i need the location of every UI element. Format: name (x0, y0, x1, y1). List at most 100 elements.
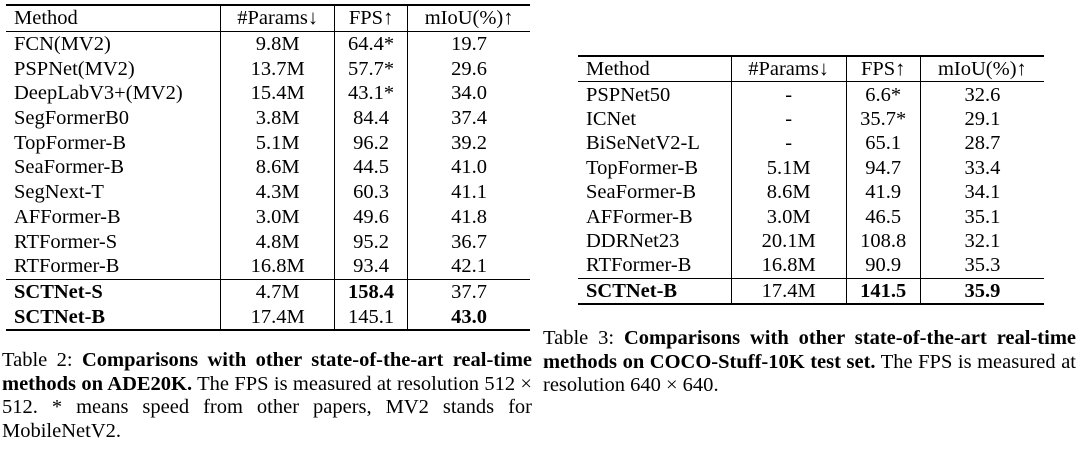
table-row: RTFormer-S 4.8M 95.2 36.7 (6, 229, 530, 254)
caption-resolution: 640 × 640 (630, 374, 714, 396)
fps-cell: 108.8 (845, 228, 921, 254)
table-row: SCTNet-S 4.7M 158.4 37.7 (6, 278, 530, 305)
miou-cell: 41.1 (407, 179, 530, 205)
params-cell: - (730, 106, 847, 132)
method-cell: RTFormer-B (586, 254, 692, 277)
method-cell: TopFormer-B (586, 156, 699, 179)
header-miou: mIoU(%)↑ (407, 5, 530, 32)
caption-title: Comparisons with other state-of-the-art … (543, 327, 1076, 373)
header-miou: mIoU(%)↑ (919, 56, 1044, 83)
method-cell: SCTNet-B (578, 277, 732, 304)
table-row: TopFormer-B 5.1M 96.2 39.2 (6, 130, 530, 156)
caption-resolution: 512 × 512 (2, 372, 532, 419)
miou-cell: 19.7 (407, 31, 530, 57)
table-row: DeepLabV3+(MV2) 15.4M 43.1* 34.0 (6, 81, 530, 106)
table-row: SeaFormer-B 8.6M 44.5 41.0 (6, 155, 530, 180)
table-row: TopFormer-B 5.1M 94.7 33.4 (578, 155, 1044, 180)
method-cell: SCTNet-B (14, 305, 106, 328)
fps-cell: 43.1* (333, 81, 408, 106)
miou-cell: 42.1 (407, 253, 530, 280)
caption-text: The FPS is measured at resolution (197, 372, 479, 395)
table-row: ICNet -35.7* 29.1 (578, 106, 1044, 132)
miou-cell: 41.8 (407, 204, 530, 230)
method-cell: AFFormer-B (14, 205, 121, 228)
params-cell: - (730, 131, 847, 156)
miou-cell: 43.0 (407, 304, 530, 330)
params-cell: 16.8M (730, 253, 847, 279)
miou-cell: 29.6 (407, 56, 530, 82)
miou-cell: 34.1 (919, 179, 1044, 205)
fps-cell: 95.2 (333, 229, 408, 254)
method-cell: SeaFormer-B (586, 181, 697, 204)
params-cell: 3.8M (220, 105, 335, 131)
caption-label: Table 2: (2, 349, 73, 371)
table-row: RTFormer-B 16.8M 93.4 42.1 (6, 253, 530, 280)
table-row: PSPNet(MV2) 13.7M 57.7* 29.6 (6, 56, 530, 82)
table-row: DDRNet23 20.1M 108.8 32.1 (578, 228, 1044, 254)
method-cell: ICNet (586, 107, 637, 130)
params-cell: 5.1M (730, 155, 847, 180)
miou-cell: 29.1 (919, 106, 1044, 132)
fps-cell: 35.7* (845, 106, 921, 132)
table-row: SeaFormer-B 8.6M 41.9 34.1 (578, 179, 1044, 205)
params-cell: 4.8M (220, 229, 335, 254)
params-cell: 3.0M (220, 204, 335, 230)
fps-cell: 141.5 (845, 277, 921, 304)
table-row: AFFormer-B 3.0M 49.6 41.8 (6, 204, 530, 230)
params-cell: 8.6M (220, 155, 335, 180)
table-row: RTFormer-B 16.8M 90.9 35.3 (578, 253, 1044, 279)
fps-cell: 158.4 (333, 278, 408, 305)
params-cell: - (730, 81, 847, 107)
fps-cell: 64.4* (333, 31, 408, 57)
method-cell: SCTNet-S (6, 278, 221, 305)
table-row: AFFormer-B 3.0M 46.5 35.1 (578, 204, 1044, 229)
miou-cell: 37.4 (407, 105, 530, 131)
table-row: SegNext-T 4.3M 60.3 41.1 (6, 179, 530, 205)
miou-cell: 32.1 (919, 228, 1044, 254)
miou-cell: 35.3 (919, 253, 1044, 279)
params-cell: 8.6M (730, 179, 847, 205)
table-3-caption: Table 3: Comparisons with other state-of… (543, 327, 1076, 398)
params-cell: 16.8M (220, 253, 335, 280)
method-cell: SegFormerB0 (14, 107, 130, 130)
params-cell: 3.0M (730, 204, 847, 229)
params-cell: 13.7M (220, 56, 335, 82)
fps-cell: 49.6 (333, 204, 408, 230)
fps-cell: 44.5 (333, 155, 408, 180)
method-cell: RTFormer-B (14, 255, 120, 278)
params-cell: 9.8M (220, 31, 335, 57)
header-fps: FPS↑ (333, 5, 408, 32)
table-row: SegFormerB0 3.8M 84.4 37.4 (6, 105, 530, 131)
params-cell: 5.1M (220, 130, 335, 156)
fps-cell: 94.7 (845, 155, 921, 180)
fps-cell: 57.7* (333, 56, 408, 82)
method-cell: SegNext-T (14, 181, 104, 204)
fps-cell: 96.2 (333, 130, 408, 156)
params-cell: 4.7M (220, 278, 335, 305)
method-cell: PSPNet50 (586, 83, 671, 106)
table-row: PSPNet50 -6.6* 32.6 (578, 81, 1044, 107)
miou-cell: 32.6 (919, 81, 1044, 107)
fps-cell: 65.1 (845, 131, 921, 156)
fps-cell: 93.4 (333, 253, 408, 280)
table-2-caption: Table 2: Comparisons with other state-of… (2, 349, 532, 443)
miou-cell: 39.2 (407, 130, 530, 156)
params-cell: 4.3M (220, 179, 335, 205)
miou-cell: 34.0 (407, 81, 530, 106)
table-row: SCTNet-B 17.4M 145.1 43.0 (6, 304, 530, 330)
method-cell: PSPNet(MV2) (14, 57, 135, 80)
method-cell: BiSeNetV2-L (586, 132, 700, 155)
miou-cell: 33.4 (919, 155, 1044, 180)
miou-cell: 41.0 (407, 155, 530, 180)
method-cell: TopFormer-B (14, 131, 127, 154)
fps-cell: 90.9 (845, 253, 921, 279)
header-params: #Params↓ (220, 5, 335, 32)
method-cell: SeaFormer-B (14, 156, 125, 179)
method-cell: AFFormer-B (586, 205, 693, 228)
header-params: #Params↓ (730, 56, 847, 83)
header-method: Method (6, 5, 221, 32)
caption-title: Comparisons with other state-of-the-art … (2, 349, 532, 395)
method-cell: FCN(MV2) (14, 33, 111, 56)
table-row: SCTNet-B 17.4M 141.5 35.9 (578, 277, 1044, 304)
miou-cell: 28.7 (919, 131, 1044, 156)
